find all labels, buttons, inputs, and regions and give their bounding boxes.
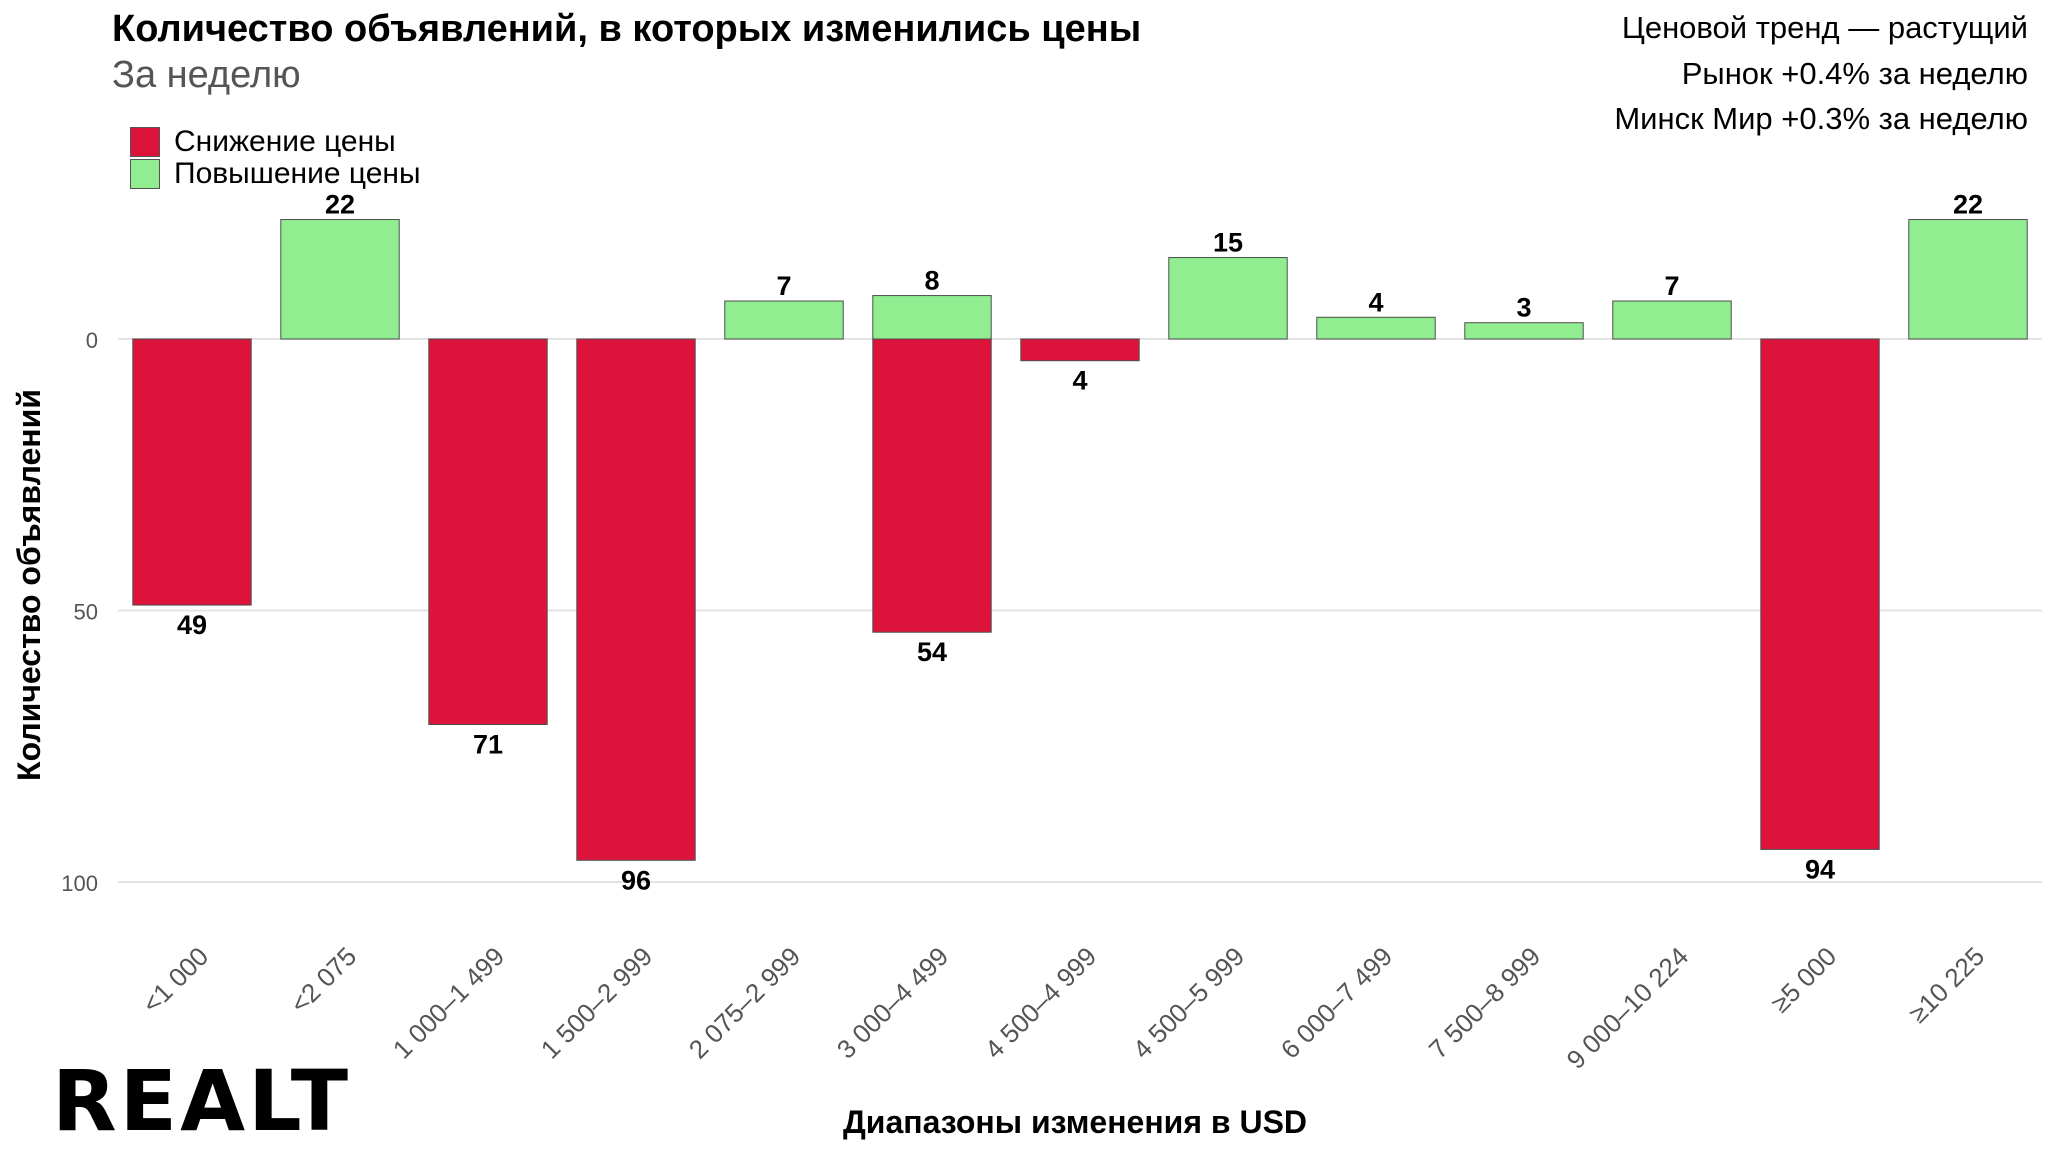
- legend-item-decrease: Снижение цены: [130, 125, 421, 158]
- data-label-increase: 4: [1368, 287, 1383, 317]
- market-note: Рынок +0.4% за неделю: [1681, 56, 2028, 91]
- bar-decrease: [1760, 338, 1880, 850]
- realt-logo: REALT: [52, 1052, 351, 1150]
- y-tick-label: 100: [61, 871, 98, 896]
- x-tick-label: 1 000–1 499: [387, 941, 510, 1064]
- x-tick-label: 4 500–4 999: [979, 941, 1102, 1064]
- x-tick-label: 3 000–4 499: [831, 941, 954, 1064]
- bar-decrease: [132, 338, 252, 606]
- data-label-increase: 22: [1953, 190, 1983, 220]
- chart-title: Количество объявлений, в которых изменил…: [112, 8, 1142, 50]
- data-label-decrease: 96: [621, 865, 651, 895]
- bar-decrease: [872, 338, 992, 633]
- x-tick-label: 2 075–2 999: [683, 941, 806, 1064]
- legend-label-increase: Повышение цены: [174, 157, 421, 190]
- data-labels: 49 71 96 54 4 94 22 7 8 15 4 3 7 22: [177, 190, 1983, 896]
- legend: Снижение цены Повышение цены: [130, 125, 421, 190]
- bar-increase: [1908, 219, 2028, 340]
- data-label-increase: 7: [1664, 271, 1679, 301]
- x-tick-label: 7 500–8 999: [1423, 941, 1546, 1064]
- data-label-decrease: 4: [1072, 366, 1087, 396]
- y-tick-label: 50: [74, 600, 98, 625]
- data-label-increase: 15: [1213, 228, 1243, 258]
- bar-increase: [724, 300, 844, 340]
- bar-increase: [1168, 257, 1288, 340]
- chart-subtitle: За неделю: [112, 54, 301, 96]
- data-label-decrease: 71: [473, 730, 503, 760]
- legend-swatch-increase: [130, 159, 160, 189]
- axes: 0 50 100 <1 000 <2 075 1 000–1 499 1 500–2 999…: [11, 328, 1990, 1140]
- data-label-decrease: 54: [917, 637, 947, 667]
- trend-note: Ценовой тренд — растущий: [1621, 10, 2028, 45]
- data-label-increase: 3: [1516, 293, 1531, 323]
- x-tick-label: 1 500–2 999: [535, 941, 658, 1064]
- data-label-increase: 7: [776, 271, 791, 301]
- x-tick-label: 9 000–10 224: [1561, 941, 1695, 1075]
- legend-item-increase: Повышение цены: [130, 157, 421, 190]
- gridlines: [118, 338, 2042, 883]
- x-tick-label: <1 000: [136, 941, 214, 1019]
- legend-swatch-decrease: [130, 127, 160, 157]
- legend-label-decrease: Снижение цены: [174, 125, 396, 158]
- x-tick-label: ≥10 225: [1903, 941, 1991, 1029]
- y-tick-label: 0: [86, 328, 98, 353]
- data-label-decrease: 49: [177, 610, 207, 640]
- bar-increase: [872, 295, 992, 340]
- bar-increase: [1316, 316, 1436, 340]
- bar-increase: [1612, 300, 1732, 340]
- x-tick-label: 6 000–7 499: [1275, 941, 1398, 1064]
- data-label-increase: 22: [325, 190, 355, 220]
- data-label-increase: 8: [924, 266, 939, 296]
- bar-increase: [280, 219, 400, 340]
- x-tick-label: <2 075: [284, 941, 362, 1019]
- bar-decrease: [1020, 338, 1140, 362]
- district-note: Минск Мир +0.3% за неделю: [1614, 101, 2028, 136]
- bar-increase: [1464, 322, 1584, 340]
- x-tick-label: ≥5 000: [1765, 941, 1842, 1018]
- data-label-decrease: 94: [1805, 854, 1835, 884]
- bars: [132, 219, 2028, 861]
- x-tick-label: 4 500–5 999: [1127, 941, 1250, 1064]
- bar-decrease: [428, 338, 548, 726]
- x-axis-title: Диапазоны изменения в USD: [843, 1104, 1307, 1140]
- bar-decrease: [576, 338, 696, 861]
- y-axis-title: Количество объявлений: [11, 389, 47, 781]
